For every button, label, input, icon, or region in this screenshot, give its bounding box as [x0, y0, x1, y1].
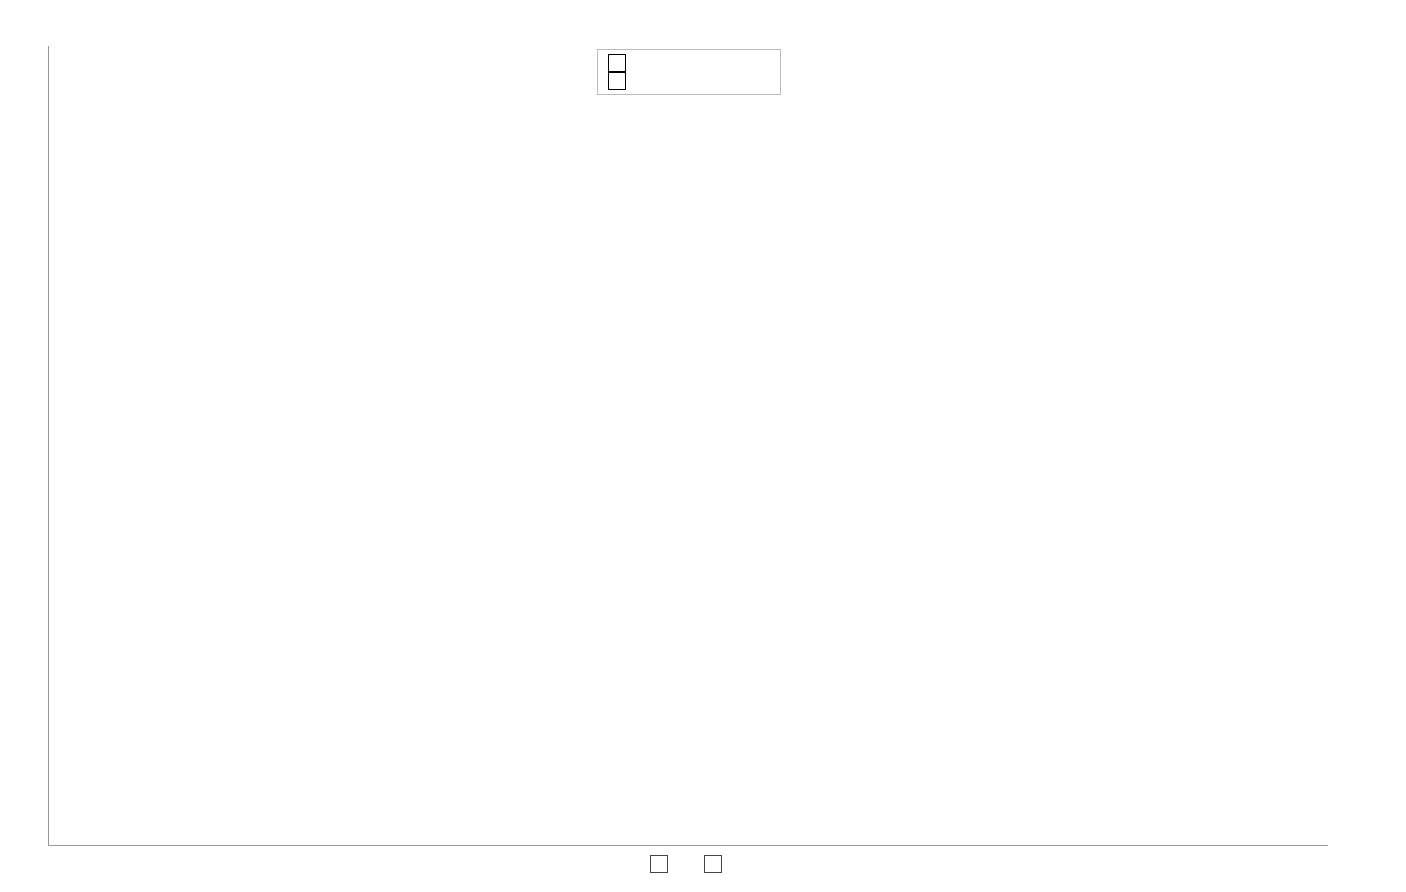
legend-item-series2 — [704, 855, 728, 873]
legend-item-series1 — [650, 855, 674, 873]
scatter-plot-svg — [49, 46, 1328, 845]
correlation-swatch-series2 — [608, 72, 626, 90]
chart-plot-area — [48, 46, 1328, 846]
correlation-row-series2 — [608, 72, 770, 90]
correlation-legend — [597, 49, 781, 95]
correlation-row-series1 — [608, 54, 770, 72]
legend-swatch-series1 — [650, 855, 668, 873]
legend-swatch-series2 — [704, 855, 722, 873]
correlation-swatch-series1 — [608, 54, 626, 72]
series-legend — [650, 855, 728, 873]
